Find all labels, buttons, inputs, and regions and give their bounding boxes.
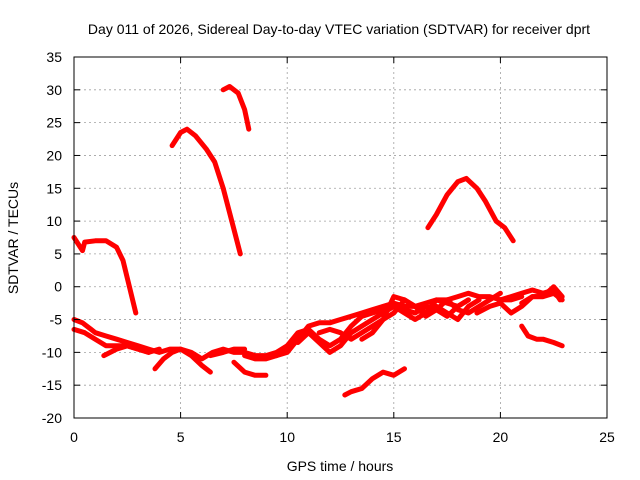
series-arc-18: [519, 284, 565, 306]
y-axis-label: SDTVAR / TECUs: [5, 182, 21, 294]
series-arc-20: [342, 366, 407, 398]
y-tick-label: -10: [42, 344, 62, 360]
y-tick-label: -20: [42, 410, 62, 426]
x-tick-label: 15: [386, 429, 402, 445]
y-tick-label: -5: [50, 312, 63, 328]
chart-title: Day 011 of 2026, Sidereal Day-to-day VTE…: [88, 21, 590, 37]
x-axis-label: GPS time / hours: [287, 458, 394, 474]
x-tick-label: 25: [599, 429, 615, 445]
y-tick-label: 20: [46, 147, 62, 163]
series-arc-7: [101, 343, 152, 359]
y-tick-label: 35: [46, 49, 62, 65]
series-arc-10: [231, 359, 269, 378]
x-tick-label: 0: [70, 429, 78, 445]
x-tick-label: 10: [279, 429, 295, 445]
series-arc-19: [519, 323, 565, 349]
y-tick-label: 5: [54, 246, 62, 262]
series-arc-3: [220, 84, 252, 132]
series-arc-8: [152, 346, 213, 375]
series-arc-16: [474, 290, 565, 316]
y-tick-label: 15: [46, 180, 62, 196]
plot-frame: [73, 56, 608, 419]
series-arc-15: [359, 290, 503, 342]
y-tick-label: 25: [46, 115, 62, 131]
y-tick-label: -15: [42, 377, 62, 393]
y-tick-label: 0: [54, 279, 62, 295]
y-tick-label: 10: [46, 213, 62, 229]
x-tick-label: 5: [177, 429, 185, 445]
series-arc-1: [71, 235, 139, 316]
series-arc-11: [242, 290, 525, 362]
series-arc-9: [207, 346, 248, 359]
series-layer: [71, 84, 565, 398]
tick-layer: 0 5 10 15 20 25 -20 -15 -10 -5 0 5 10 15 20 25 30 35: [42, 49, 615, 445]
series-arc-4: [425, 175, 516, 244]
x-tick-label: 20: [493, 429, 509, 445]
y-tick-label: 30: [46, 82, 62, 98]
series-arc-2: [169, 126, 243, 257]
